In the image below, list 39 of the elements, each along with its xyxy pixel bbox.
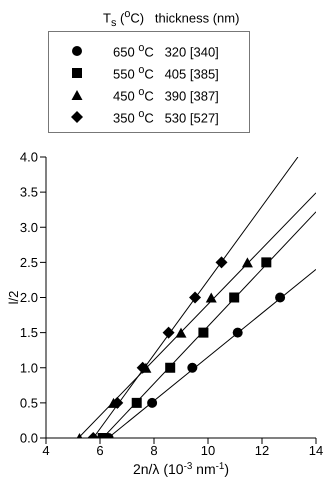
x-axis-title: 2n/λ (10$^{-3}$ nm$^{-1}$) xyxy=(132,460,230,477)
y-tick-label: 2.0 xyxy=(20,290,38,306)
x-tick-label: 8 xyxy=(150,443,158,458)
x-tick-label: 12 xyxy=(254,443,270,458)
point xyxy=(242,257,253,268)
y-tick-label: 0.0 xyxy=(20,430,38,446)
point xyxy=(275,292,286,302)
point xyxy=(206,292,217,302)
y-tick-label: 1.5 xyxy=(20,325,38,340)
x-tick-label: 10 xyxy=(200,443,216,458)
point xyxy=(140,362,152,373)
y-tick-label: 4.0 xyxy=(20,150,38,165)
point xyxy=(232,328,243,338)
legend-title: T$_{s}$ ($^{o}$C) thickness (nm) xyxy=(103,8,240,29)
point xyxy=(216,256,228,268)
y-tick-label: 0.5 xyxy=(20,395,38,410)
y-tick-label: 3.0 xyxy=(20,220,38,235)
x-tick-label: 14 xyxy=(308,443,324,458)
legend-label: 650 $^{o}$C 320 [340] xyxy=(113,42,219,60)
point xyxy=(176,328,186,338)
y-tick-label: 3.5 xyxy=(20,184,38,200)
point xyxy=(261,257,272,268)
x-tick-label: 4 xyxy=(42,443,50,458)
point xyxy=(187,362,198,373)
point xyxy=(147,398,158,408)
x-tick-label: 6 xyxy=(96,443,104,458)
point xyxy=(229,292,240,302)
legend-label: 550 $^{o}$C 405 [385] xyxy=(113,64,219,82)
point xyxy=(198,328,208,338)
point xyxy=(132,398,142,408)
point xyxy=(165,362,176,373)
point xyxy=(189,292,202,304)
y-axis-title: l/2 xyxy=(6,290,21,304)
y-tick-label: 2.5 xyxy=(20,254,38,270)
legend-label: 450 $^{o}$C 390 [387] xyxy=(113,86,219,104)
legend-label: 350 $^{o}$C 530 [527] xyxy=(113,108,219,126)
point xyxy=(108,398,119,408)
point xyxy=(162,326,175,339)
y-tick-label: 1.0 xyxy=(20,360,38,376)
